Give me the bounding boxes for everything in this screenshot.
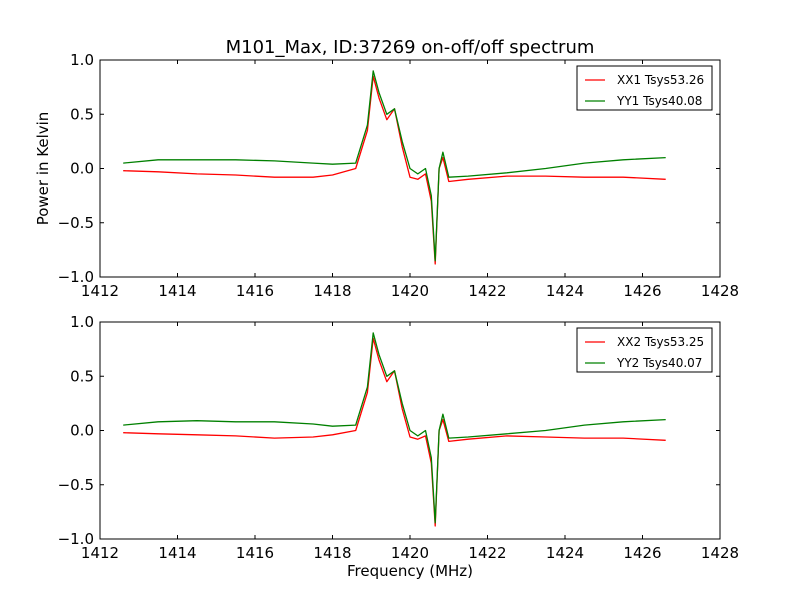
x-tick-label: 1414 — [158, 282, 196, 300]
x-tick-label: 1426 — [623, 282, 661, 300]
y-tick-label: 0.5 — [70, 105, 94, 123]
y-tick-label: −0.5 — [58, 476, 94, 494]
y-tick-label: 0.5 — [70, 367, 94, 385]
figure-title: M101_Max, ID:37269 on-off/off spectrum — [226, 37, 595, 58]
series-line-yy2 — [123, 332, 666, 524]
x-tick-label: 1422 — [468, 544, 506, 562]
legend: XX2 Tsys53.25 YY2 Tsys40.07 — [576, 327, 713, 373]
x-tick-label: 1418 — [313, 544, 351, 562]
series-line-yy1 — [123, 70, 666, 262]
y-axis-label: Power in Kelvin — [34, 112, 52, 226]
legend-entry: YY2 Tsys40.07 — [616, 356, 702, 370]
legend: XX1 Tsys53.26 YY1 Tsys40.08 — [576, 65, 713, 111]
x-tick-label: 1428 — [701, 282, 739, 300]
x-axis-label: Frequency (MHz) — [347, 562, 473, 580]
y-tick-label: −1.0 — [58, 530, 94, 548]
legend-box — [576, 65, 713, 111]
x-tick-label: 1416 — [236, 544, 274, 562]
x-tick-label: 1420 — [391, 544, 429, 562]
panels-group: 1412 1414 1416 1418 1420 1422 1424 1426 1428 1.0 0… — [34, 51, 739, 580]
x-tick-label: 1414 — [158, 544, 196, 562]
x-tick-label: 1424 — [546, 544, 584, 562]
legend-entry: YY1 Tsys40.08 — [616, 94, 702, 108]
y-tick-label: −1.0 — [58, 268, 94, 286]
y-tick-label: 1.0 — [70, 51, 94, 69]
legend-entry: XX1 Tsys53.26 — [617, 73, 704, 87]
x-tick-label: 1428 — [701, 544, 739, 562]
legend-entry: XX2 Tsys53.25 — [617, 335, 704, 349]
x-tick-label: 1416 — [236, 282, 274, 300]
x-tick-label: 1424 — [546, 282, 584, 300]
chart-panel-1: 1412 1414 1416 1418 1420 1422 1424 1426 1428 1.0 0… — [34, 51, 739, 300]
x-tick-label: 1412 — [81, 544, 119, 562]
legend-box — [576, 327, 713, 373]
x-tick-label: 1426 — [623, 544, 661, 562]
x-tick-label: 1418 — [313, 282, 351, 300]
y-tick-label: 0.0 — [70, 422, 94, 440]
series-line-xx2 — [123, 337, 666, 527]
y-tick-label: 0.0 — [70, 160, 94, 178]
y-tick-label: −0.5 — [58, 214, 94, 232]
y-tick-label: 1.0 — [70, 313, 94, 331]
series-line-xx1 — [123, 75, 666, 265]
x-tick-label: 1412 — [81, 282, 119, 300]
x-tick-label: 1420 — [391, 282, 429, 300]
chart-panel-2: 1412 1414 1416 1418 1420 1422 1424 1426 1428 1.0 0… — [58, 313, 740, 580]
x-tick-label: 1422 — [468, 282, 506, 300]
